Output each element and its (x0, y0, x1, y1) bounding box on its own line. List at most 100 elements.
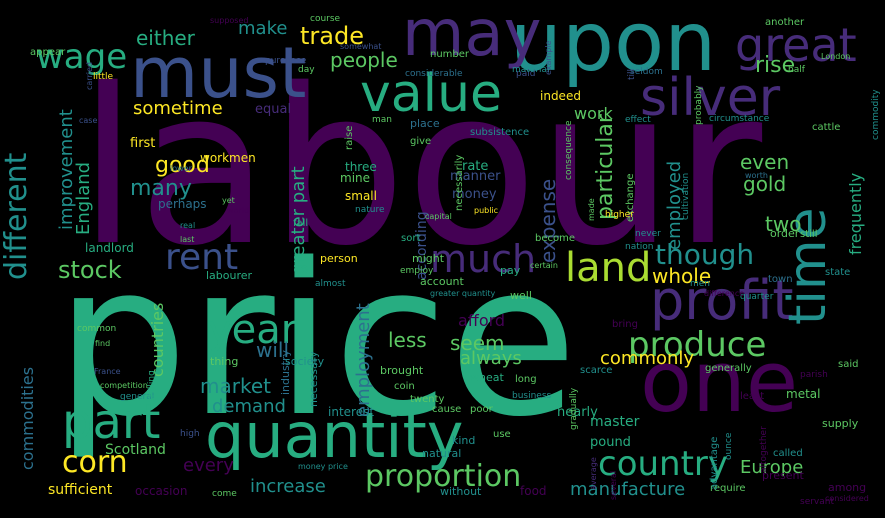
word-profit: profit (650, 269, 794, 332)
word-lower: lower (170, 164, 192, 173)
word-market: market (200, 374, 271, 398)
word-sometime: sometime (133, 98, 223, 119)
word-london: London (821, 52, 851, 61)
word-one: one (640, 333, 799, 432)
word-wheat: wheat (470, 371, 504, 384)
word-competition: competition (100, 381, 148, 390)
word-general: general (120, 392, 155, 402)
word-country: country (598, 444, 729, 484)
word-sufficient: sufficient (48, 482, 113, 498)
word-great: great (735, 18, 857, 72)
word-price: price (55, 218, 578, 463)
word-value: value (360, 64, 503, 124)
word-use: use (493, 429, 511, 440)
word-least: least (740, 391, 765, 402)
word-appear: appear (30, 47, 66, 58)
word-shilling: shilling (147, 370, 157, 402)
word-pay: pay (500, 264, 521, 277)
word-several: several (609, 470, 618, 500)
word-rise: rise (755, 53, 796, 78)
word-day: day (298, 65, 315, 75)
word-case: case (79, 116, 98, 125)
word-somewhat: somewhat (340, 42, 382, 51)
word-much: much (430, 237, 537, 281)
word-servant: servant (800, 497, 835, 507)
word-public: public (474, 206, 499, 215)
word-gold: gold (743, 172, 787, 196)
word-corn: corn (62, 445, 128, 480)
word-greater-quantity: greater quantity (430, 289, 496, 298)
word-subsistence: subsistence (470, 127, 530, 138)
word-almost: almost (315, 279, 346, 289)
word-account: account (420, 275, 464, 288)
word-long: long (515, 374, 537, 385)
word-scotland: Scotland (105, 442, 166, 458)
word-frequently: frequently (846, 172, 865, 255)
word-said: said (838, 359, 859, 370)
word-parish: parish (800, 370, 828, 380)
word-cultivation: cultivation (681, 172, 691, 220)
word-society: society (285, 355, 325, 368)
word-nearly: nearly (557, 405, 598, 420)
word-kind: kind (452, 434, 476, 447)
word-considered: considered (825, 494, 869, 503)
word-person: person (320, 252, 358, 265)
word-carried: carried (85, 62, 94, 90)
word-come: come (212, 489, 237, 499)
word-commodities: commodities (18, 366, 37, 470)
word-two: two (765, 212, 802, 236)
word-commodity: commodity (871, 89, 881, 140)
word-well: well (510, 289, 532, 302)
word-quarter: quarter (740, 292, 774, 302)
word-cause: cause (432, 404, 462, 415)
word-labourer: labourer (206, 269, 253, 282)
word-example: example (544, 40, 553, 75)
word-demand: demand (212, 396, 286, 417)
word-become: become (535, 233, 576, 244)
word-still: still (800, 229, 818, 240)
word-money: money (452, 187, 497, 202)
word-workmen: workmen (200, 151, 256, 165)
word-till: till (627, 68, 637, 80)
word-whole: whole (652, 264, 712, 288)
word-probably: probably (694, 85, 704, 126)
word-less: less (388, 328, 427, 352)
word-master: master (590, 414, 640, 430)
word-many: many (130, 176, 192, 201)
word-natural: natural (422, 447, 462, 460)
word-half: half (788, 65, 805, 75)
word-gradually: gradually (569, 387, 579, 430)
word-indeed: indeed (540, 89, 581, 103)
word-small: small (345, 189, 377, 203)
word-find: find (95, 339, 111, 348)
word-though: though (655, 238, 755, 271)
word-give: give (410, 136, 432, 147)
word-quantity: quantity (205, 399, 464, 472)
word-place: place (410, 117, 440, 130)
word-commonly: commonly (600, 348, 695, 369)
word-mine: mine (340, 171, 371, 185)
word-must: must (130, 32, 307, 114)
word-land: land (565, 245, 652, 291)
word-will: will (256, 338, 290, 362)
word-may: may (402, 0, 542, 71)
word-average: average (589, 457, 598, 490)
word-considerable: considerable (405, 69, 463, 79)
word-never: never (635, 229, 661, 239)
word-pound: pound (590, 435, 631, 450)
word-certain: certain (530, 261, 558, 270)
word-made: made (587, 198, 596, 221)
word-employment: employment (353, 303, 374, 417)
word-necessarily: necessarily (454, 154, 465, 211)
word-produce: produce (628, 325, 767, 365)
word-another: another (765, 17, 805, 28)
word-rate: rate (462, 159, 489, 174)
word-afford: afford (458, 311, 506, 330)
word-purchase: purchase (265, 56, 307, 66)
word-real: real (180, 221, 196, 230)
word-food: food (520, 484, 547, 498)
word-circumstance: circumstance (709, 114, 770, 124)
word-coin: coin (394, 381, 415, 392)
word-ounce: ounce (724, 432, 734, 460)
